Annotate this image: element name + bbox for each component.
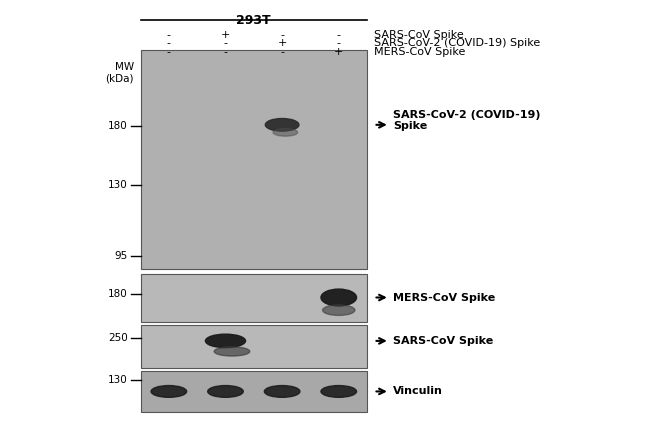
Text: -: - [337,39,341,48]
Text: SARS-CoV-2 (COVID-19)
Spike: SARS-CoV-2 (COVID-19) Spike [393,110,540,131]
Text: -: - [167,47,171,57]
Text: -: - [280,30,284,40]
Text: 250: 250 [108,333,127,343]
Ellipse shape [265,385,300,397]
Text: -: - [167,30,171,40]
Text: -: - [224,47,228,57]
Text: 180: 180 [108,121,127,131]
Text: +: + [221,30,230,40]
Text: 130: 130 [108,376,127,385]
Text: MW
(kDa): MW (kDa) [105,62,134,84]
FancyBboxPatch shape [140,325,367,368]
Ellipse shape [265,118,299,131]
FancyBboxPatch shape [140,371,367,412]
Text: -: - [337,30,341,40]
Text: 180: 180 [108,289,127,299]
FancyBboxPatch shape [140,50,367,269]
Text: +: + [278,39,287,48]
Ellipse shape [322,305,355,315]
Text: +: + [334,47,343,57]
Ellipse shape [321,385,357,397]
Text: SARS-CoV-2 (COVID-19) Spike: SARS-CoV-2 (COVID-19) Spike [374,39,540,48]
Ellipse shape [208,385,243,397]
Text: 130: 130 [108,180,127,190]
Text: -: - [224,39,228,48]
Text: 95: 95 [114,251,127,261]
FancyBboxPatch shape [140,274,367,321]
Text: -: - [167,39,171,48]
Ellipse shape [321,289,357,306]
Text: Vinculin: Vinculin [393,386,443,396]
Text: SARS-CoV Spike: SARS-CoV Spike [374,30,463,40]
Text: -: - [280,47,284,57]
Text: MERS-CoV Spike: MERS-CoV Spike [393,293,495,302]
Text: SARS-CoV Spike: SARS-CoV Spike [393,336,493,346]
Ellipse shape [214,347,250,356]
Ellipse shape [205,334,246,348]
Ellipse shape [151,385,187,397]
Text: 293T: 293T [237,14,271,27]
Text: MERS-CoV Spike: MERS-CoV Spike [374,47,465,57]
Ellipse shape [273,128,298,136]
